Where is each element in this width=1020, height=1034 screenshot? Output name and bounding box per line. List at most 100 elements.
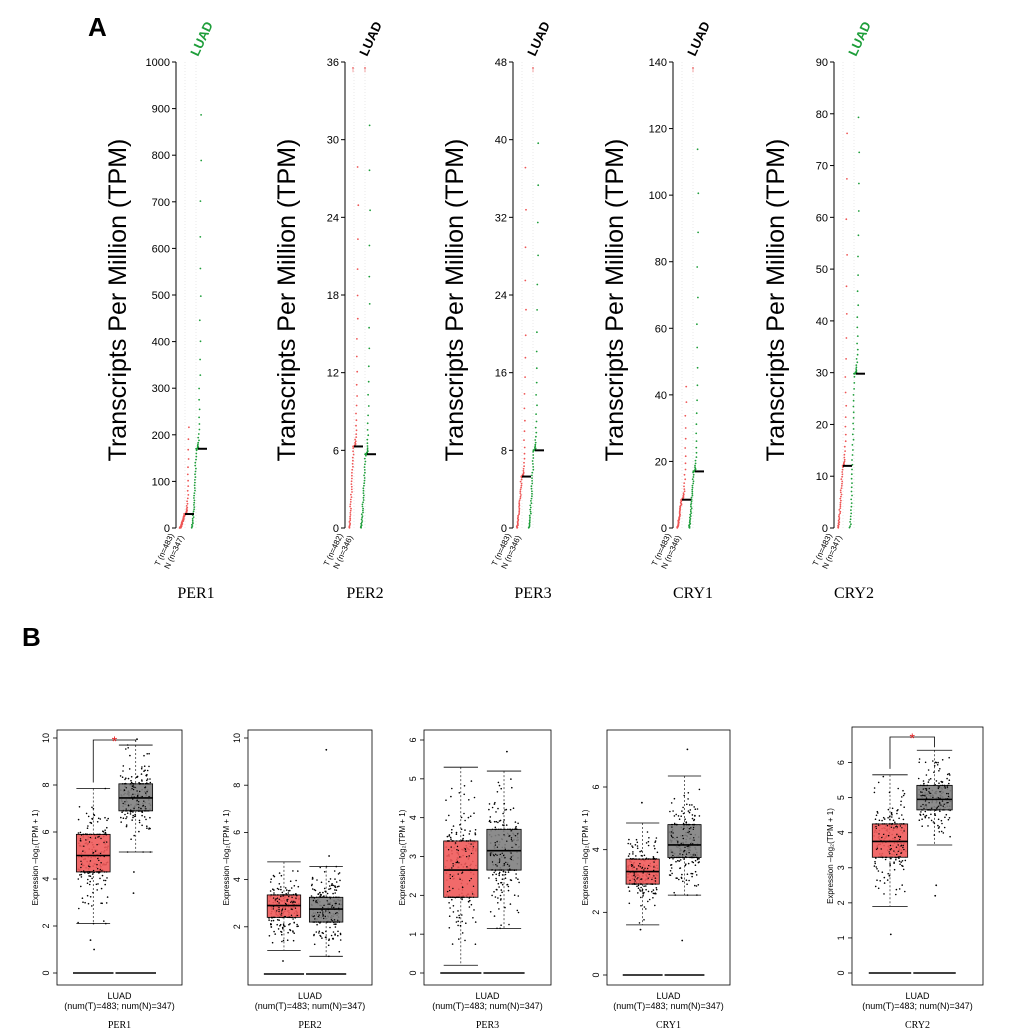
tumor-point [647,867,649,870]
normal-point [128,768,131,770]
tumor-point [290,894,292,896]
tumor-point [292,894,294,896]
tumor-point [97,883,99,885]
normal-point [696,148,699,151]
tumor-point [519,492,522,494]
y-tick-label: 32 [495,212,507,224]
tumor-point [89,880,91,883]
tumor-point [839,491,842,494]
normal-point [488,877,490,879]
normal-point [337,921,339,923]
normal-point [852,417,855,419]
tumor-point [186,502,189,505]
normal-point [329,878,332,880]
normal-point [506,863,509,866]
tumor-point [270,916,273,919]
normal-point [529,506,532,509]
normal-point [946,798,949,800]
normal-point [936,764,939,766]
normal-point [687,831,689,834]
normal-point [499,828,501,830]
normal-point [149,827,151,830]
tumor-point [519,480,522,483]
y-tick-label: 40 [816,316,828,328]
tumor-point [456,896,458,898]
y-tick-label: 6 [408,737,418,742]
normal-point [506,840,508,842]
tumor-point [897,809,899,811]
normal-point [193,484,196,487]
tumor-point [628,853,631,855]
tumor-point [844,433,847,436]
normal-point [694,814,696,817]
normal-outlier [935,884,938,887]
normal-point [365,454,367,457]
tumor-point [455,833,458,835]
tumor-point [523,452,526,455]
tumor-point [474,829,477,831]
normal-point [363,479,366,482]
normal-point [693,837,695,839]
normal-point [947,784,949,787]
tumor-point [838,509,841,511]
normal-point [921,809,923,811]
normal-point [361,515,364,517]
normal-point [509,828,512,830]
normal-point [193,508,196,511]
normal-point [148,765,150,768]
normal-point [488,808,490,811]
normal-outlier-arrow: ↑ [363,64,368,74]
normal-point [501,852,503,854]
normal-point [672,858,674,860]
normal-point [695,451,698,454]
normal-point [689,518,692,520]
tumor-point [520,482,523,485]
tumor-point [640,850,643,852]
tumor-point [85,833,88,836]
normal-point [323,871,326,873]
tumor-point [100,887,103,890]
tumor-point [682,492,685,495]
tumor-point [97,868,99,870]
tumor-point [520,486,522,489]
significance-star: * [910,730,916,746]
normal-point [332,892,334,895]
tumor-point [644,867,646,869]
tumor-point [518,512,521,514]
tumor-point [525,208,527,211]
normal-point [921,794,924,796]
tumor-point [899,823,901,825]
normal-point [933,784,935,787]
tumor-point [86,882,89,884]
normal-point [927,769,930,771]
y-tick-label: 60 [655,323,667,335]
tumor-point [639,850,641,853]
normal-point [937,827,940,829]
tumor-point [886,879,889,881]
tumor-point [94,850,97,852]
tumor-point [900,861,902,863]
tumor-point [290,901,292,903]
normal-point [323,917,325,920]
normal-point [686,803,688,806]
normal-point [129,810,131,812]
normal-point [671,856,673,859]
tumor-point [522,471,525,474]
normal-point [337,873,340,875]
tumor-point [640,904,642,907]
normal-point [689,513,692,516]
tumor-point [633,858,635,860]
tumor-point [844,425,847,428]
tumor-point [635,858,637,860]
tumor-point [873,791,876,794]
tumor-point [274,933,277,935]
tumor-point [106,877,108,879]
normal-point [924,795,926,797]
normal-point [498,886,500,888]
normal-point [124,813,126,816]
tumor-point [349,514,352,516]
tumor-point [465,840,467,842]
